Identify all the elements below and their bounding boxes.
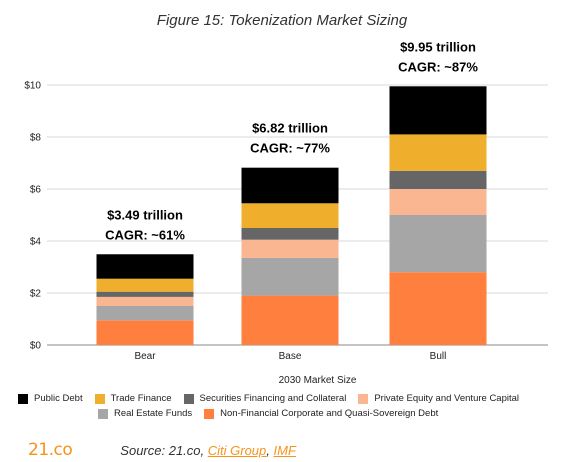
bar-segment <box>389 272 487 345</box>
legend-label: Trade Finance <box>110 393 172 404</box>
bar-segment <box>96 278 194 292</box>
y-tick-label: $8 <box>30 133 42 144</box>
bar-segment <box>96 320 194 345</box>
bar-total-label: $9.95 trillion <box>400 39 476 54</box>
y-tick-label: $4 <box>30 237 42 248</box>
imf-link[interactable]: IMF <box>273 442 296 458</box>
legend-swatch <box>98 408 108 419</box>
bar-cagr-label: CAGR: ~87% <box>398 59 478 74</box>
footer: 21.co Source: 21.co, Citi Group, IMF <box>28 440 548 460</box>
bar-segment <box>389 215 487 273</box>
legend-label: Private Equity and Venture Capital <box>374 393 520 404</box>
brand-logo: 21.co <box>28 440 73 460</box>
stacked-bar-chart: $0 $2 $4 $6 $8 $10 Bear $3.49 trillion CAGR: ~61… <box>24 39 548 386</box>
bar-cagr-label: CAGR: ~77% <box>250 141 330 156</box>
legend-item: Private Equity and Venture Capital <box>358 393 519 404</box>
y-tick-label: $6 <box>30 185 42 196</box>
bar-total-label: $3.49 trillion <box>107 207 183 222</box>
y-tick-label: $0 <box>30 341 42 352</box>
bar-segment <box>241 257 339 296</box>
legend-item: Trade Finance <box>94 393 172 404</box>
bar-segment <box>96 254 194 279</box>
x-tick-label: Base <box>279 351 302 362</box>
bar-segment <box>241 167 339 204</box>
legend-swatch <box>183 393 194 404</box>
bar-cagr-label: CAGR: ~61% <box>105 227 185 242</box>
bar-total-label: $6.82 trillion <box>252 121 328 136</box>
bar-segment <box>96 291 194 297</box>
legend-item: Public Debt <box>18 393 83 404</box>
legend-swatch <box>94 393 105 404</box>
legend-swatch <box>204 408 215 419</box>
bar-segment <box>389 189 487 215</box>
x-tick-label: Bull <box>430 351 447 362</box>
bar-segment <box>389 134 487 171</box>
legend-item: Non-Financial Corporate and Quasi-Sovere… <box>204 408 438 419</box>
y-tick-label: $10 <box>24 81 41 92</box>
source-separator: , <box>266 442 274 458</box>
bar-segment <box>241 228 339 240</box>
legend-label: Real Estate Funds <box>114 408 193 419</box>
legend-label: Public Debt <box>34 393 83 404</box>
x-axis-label: 2030 Market Size <box>279 375 357 386</box>
bar-segment <box>241 295 339 345</box>
bar-segment <box>96 296 194 306</box>
legend-row: Public Debt Trade Finance Securities Finan… <box>18 393 558 404</box>
x-tick-label: Bear <box>134 351 156 362</box>
legend-row: Real Estate Funds Non-Financial Corporate… <box>18 408 558 419</box>
legend-item: Securities Financing and Collateral <box>183 393 347 404</box>
bar-segment <box>389 170 487 189</box>
citi-group-link[interactable]: Citi Group <box>207 442 267 458</box>
bar-segment <box>241 239 339 258</box>
bar-segment <box>96 306 194 321</box>
chart-legend: Public Debt Trade Finance Securities Finan… <box>18 393 558 423</box>
y-tick-label: $2 <box>30 289 42 300</box>
legend-swatch <box>358 393 369 404</box>
source-prefix: Source: 21.co, <box>120 442 208 458</box>
legend-item: Real Estate Funds <box>98 408 192 419</box>
bar-segment <box>241 203 339 228</box>
source-citation: Source: 21.co, Citi Group, IMF <box>120 443 296 458</box>
legend-label: Securities Financing and Collateral <box>199 393 347 404</box>
legend-swatch <box>18 393 28 404</box>
bar-segment <box>389 86 487 135</box>
chart-title: Figure 15: Tokenization Market Sizing <box>156 12 408 29</box>
legend-label: Non-Financial Corporate and Quasi-Sovere… <box>220 408 439 419</box>
